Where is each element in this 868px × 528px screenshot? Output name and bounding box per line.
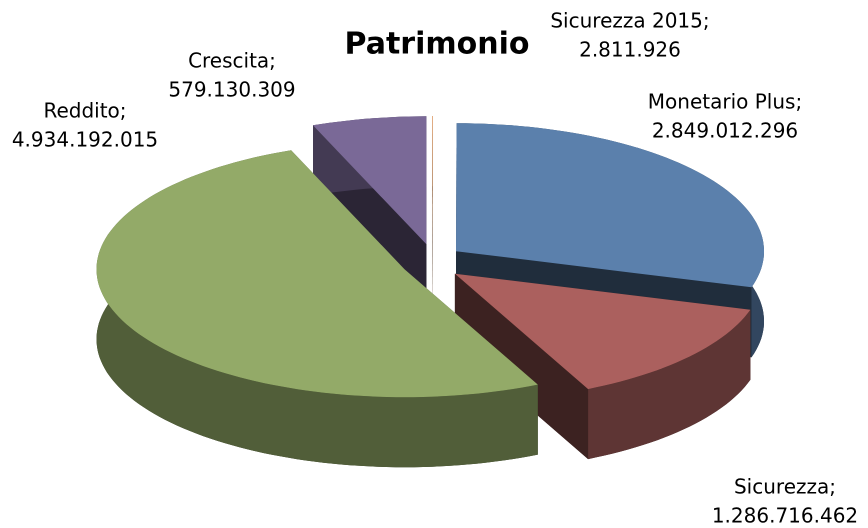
- pie: [96, 116, 764, 468]
- value-label: 1.286.716.462: [712, 504, 858, 528]
- chart-title: Patrimonio: [345, 27, 530, 62]
- slice-label: Crescita;: [188, 49, 276, 73]
- slice-label: Sicurezza 2015;: [550, 9, 709, 33]
- value-label: 2.849.012.296: [652, 119, 798, 143]
- value-label: 579.130.309: [168, 78, 295, 102]
- slice-label: Reddito;: [43, 99, 126, 123]
- labels: Sicurezza 2015; 2.811.926 Monetario Plus; 2…: [12, 9, 858, 528]
- slice: [454, 273, 751, 390]
- slice-label: Sicurezza;: [734, 475, 836, 499]
- slice-label: Monetario Plus;: [648, 90, 802, 114]
- slice-side: [454, 273, 589, 460]
- slice: [432, 116, 433, 244]
- value-label: 2.811.926: [579, 38, 681, 62]
- slice-wall: [588, 309, 751, 460]
- slice: [456, 123, 764, 288]
- value-label: 4.934.192.015: [12, 128, 158, 152]
- slice: [313, 116, 427, 245]
- slice: [96, 150, 538, 398]
